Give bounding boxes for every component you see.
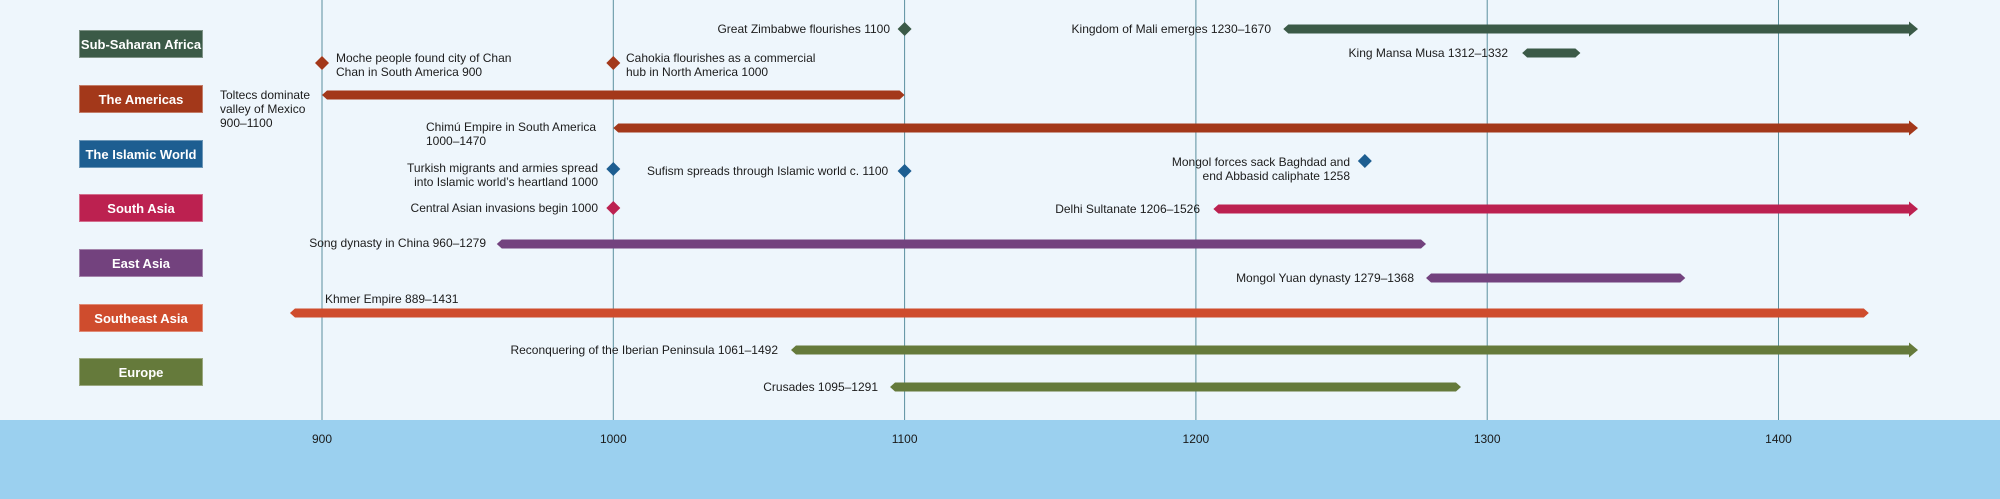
event-label-delhi: Delhi Sultanate 1206–1526 <box>1055 202 1200 216</box>
tick-label-1100: 1100 <box>891 432 918 446</box>
event-label-chimu: Chimú Empire in South America 1000–1470 <box>426 120 597 148</box>
event-label-toltecs: Toltecs dominate valley of Mexico 900–1100 <box>220 88 311 130</box>
marker-central-asian <box>606 201 621 215</box>
region-chip-seasia: Southeast Asia <box>79 304 203 332</box>
marker-baghdad <box>1357 154 1372 168</box>
tick-label-1300: 1300 <box>1473 432 1501 446</box>
bar-chimu <box>613 120 1918 136</box>
region-chip-islamic: The Islamic World <box>79 140 203 168</box>
tick-label-900: 900 <box>311 432 333 446</box>
tick-label-1200: 1200 <box>1182 432 1210 446</box>
event-label-crusades: Crusades 1095–1291 <box>763 380 878 394</box>
event-label-turkish-migrants: Turkish migrants and armies spread into I… <box>407 161 598 189</box>
event-label-song: Song dynasty in China 960–1279 <box>309 236 486 250</box>
bar-song <box>496 239 1427 249</box>
tick-label-1000: 1000 <box>599 432 627 446</box>
event-label-cahokia: Cahokia flourishes as a commercial hub in… <box>626 51 816 79</box>
region-chip-americas: The Americas <box>79 85 203 113</box>
region-chip-africa: Sub-Saharan Africa <box>79 30 203 58</box>
event-label-chan-chan: Moche people found city of Chan Chan in S… <box>336 51 512 79</box>
region-chip-southasia: South Asia <box>79 194 203 222</box>
event-label-khmer: Khmer Empire 889–1431 <box>325 292 459 306</box>
event-label-kingdom-of-mali: Kingdom of Mali emerges 1230–1670 <box>1071 22 1271 36</box>
bar-delhi <box>1213 201 1918 217</box>
region-legend: Sub-Saharan Africa The Americas The Isla… <box>0 0 210 420</box>
region-chip-europe: Europe <box>79 358 203 386</box>
event-label-central-asian: Central Asian invasions begin 1000 <box>410 201 598 215</box>
event-label-reconquista: Reconquering of the Iberian Peninsula 10… <box>510 343 778 357</box>
tick-label-1400: 1400 <box>1765 432 1792 446</box>
bar-crusades <box>890 382 1461 392</box>
bar-toltecs <box>322 90 905 100</box>
marker-chan-chan <box>315 56 329 70</box>
bar-khmer <box>289 308 1869 318</box>
event-label-yuan: Mongol Yuan dynasty 1279–1368 <box>1236 271 1414 285</box>
timeline-plot <box>289 0 1919 420</box>
event-label-great-zimbabwe: Great Zimbabwe flourishes 1100 <box>717 22 890 36</box>
marker-cahokia <box>606 56 621 70</box>
bar-mansa-musa <box>1522 48 1581 58</box>
event-label-sufism: Sufism spreads through Islamic world c. … <box>647 164 889 178</box>
bar-reconquista <box>790 342 1919 358</box>
time-axis <box>0 420 2000 499</box>
marker-great-zimbabwe <box>897 22 912 36</box>
event-label-baghdad: Mongol forces sack Baghdad and end Abbasi… <box>1171 155 1350 183</box>
region-chip-eastasia: East Asia <box>79 249 203 277</box>
bar-yuan <box>1426 273 1686 283</box>
event-label-mansa-musa: King Mansa Musa 1312–1332 <box>1348 46 1508 60</box>
marker-turkish-migrants <box>606 162 621 176</box>
bar-kingdom-of-mali <box>1283 21 1918 37</box>
marker-sufism <box>897 164 912 178</box>
